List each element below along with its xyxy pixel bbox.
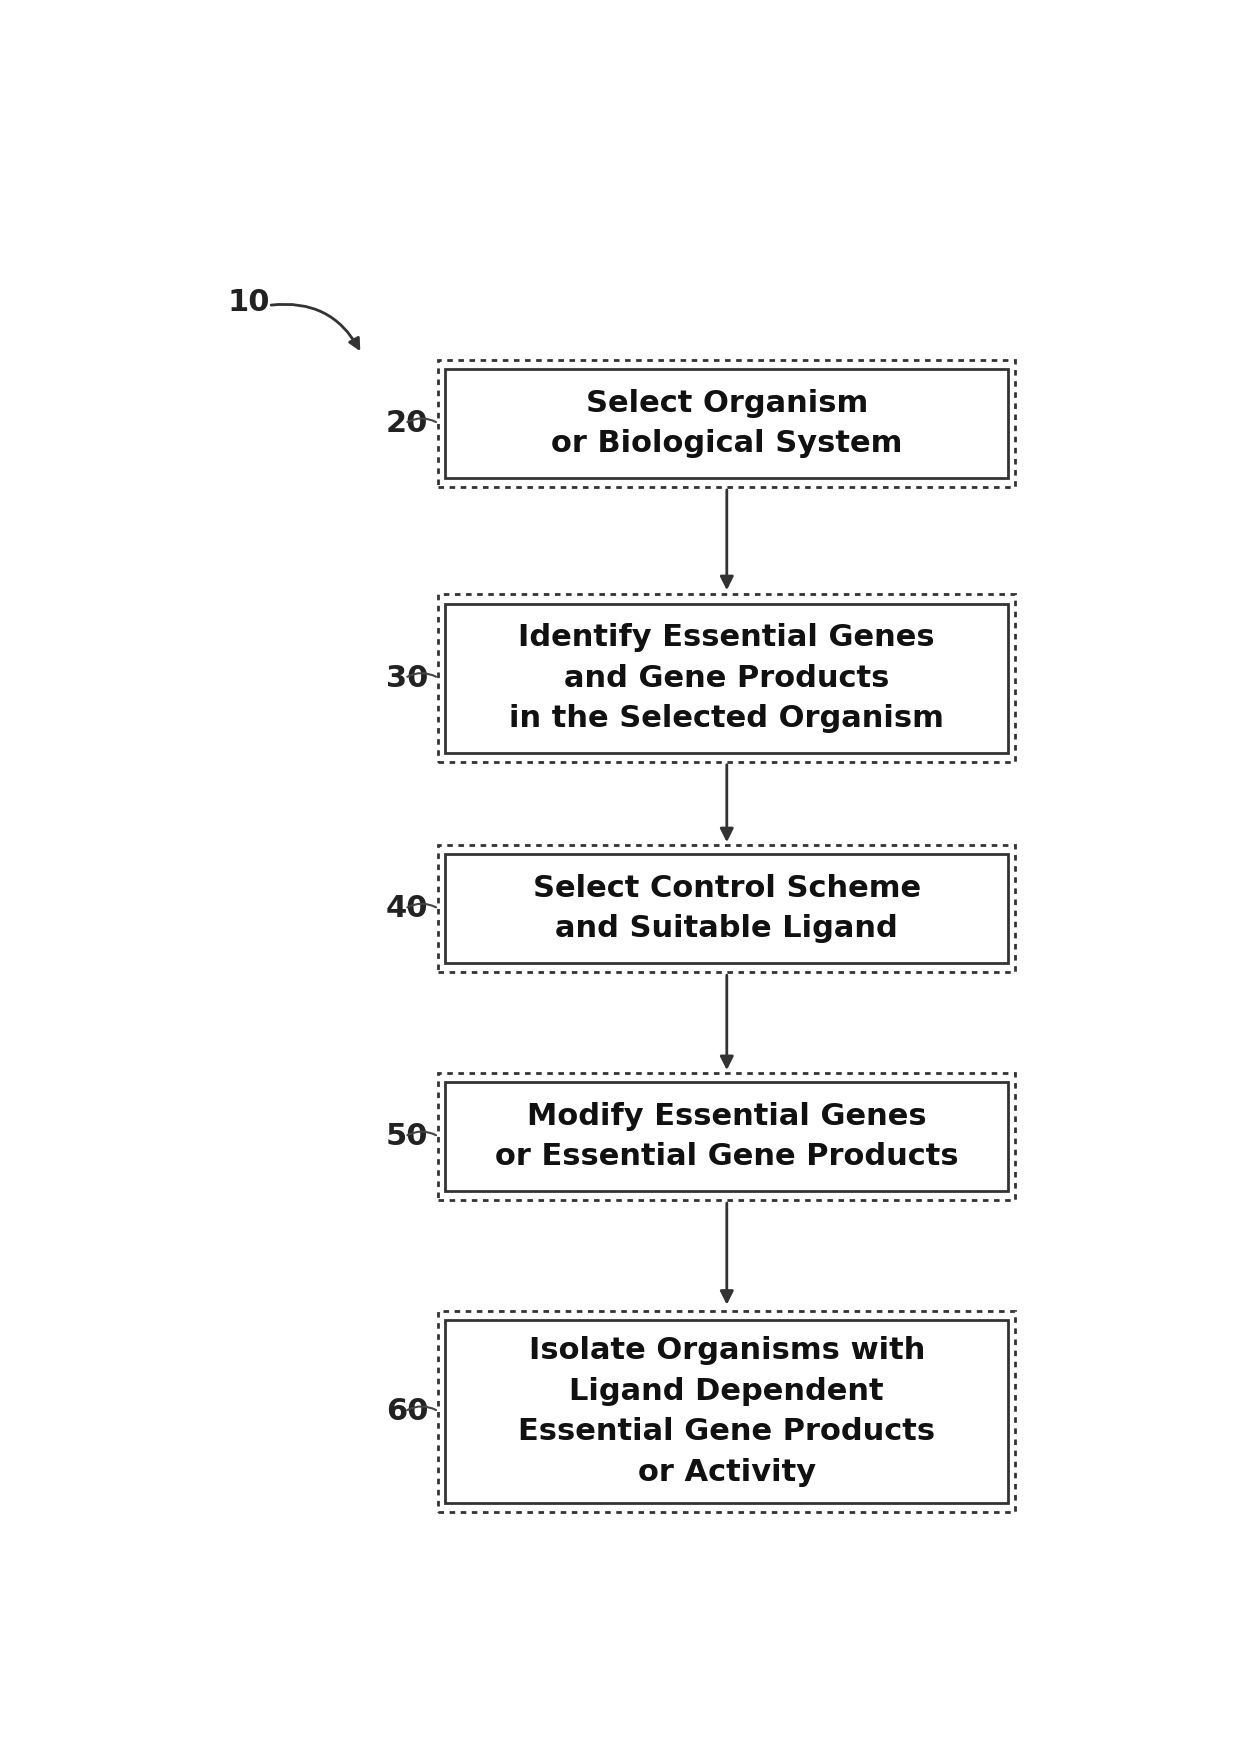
- Text: 60: 60: [386, 1396, 428, 1426]
- FancyBboxPatch shape: [439, 594, 1016, 763]
- FancyBboxPatch shape: [445, 369, 1008, 477]
- Text: Modify Essential Genes
or Essential Gene Products: Modify Essential Genes or Essential Gene…: [495, 1102, 959, 1172]
- FancyBboxPatch shape: [445, 855, 1008, 963]
- Text: 20: 20: [386, 409, 428, 439]
- Text: Select Organism
or Biological System: Select Organism or Biological System: [551, 388, 903, 458]
- FancyBboxPatch shape: [439, 1311, 1016, 1511]
- Text: 50: 50: [386, 1123, 428, 1151]
- FancyBboxPatch shape: [439, 844, 1016, 973]
- FancyBboxPatch shape: [445, 1083, 1008, 1191]
- Text: 40: 40: [386, 895, 428, 923]
- FancyBboxPatch shape: [439, 360, 1016, 487]
- Text: Isolate Organisms with
Ligand Dependent
Essential Gene Products
or Activity: Isolate Organisms with Ligand Dependent …: [518, 1335, 935, 1487]
- Text: Select Control Scheme
and Suitable Ligand: Select Control Scheme and Suitable Ligan…: [533, 874, 921, 944]
- Text: Identify Essential Genes
and Gene Products
in the Selected Organism: Identify Essential Genes and Gene Produc…: [510, 623, 944, 733]
- FancyBboxPatch shape: [445, 1320, 1008, 1502]
- Text: 30: 30: [386, 663, 428, 693]
- Text: 10: 10: [227, 289, 269, 317]
- FancyBboxPatch shape: [439, 1072, 1016, 1200]
- FancyBboxPatch shape: [445, 604, 1008, 752]
